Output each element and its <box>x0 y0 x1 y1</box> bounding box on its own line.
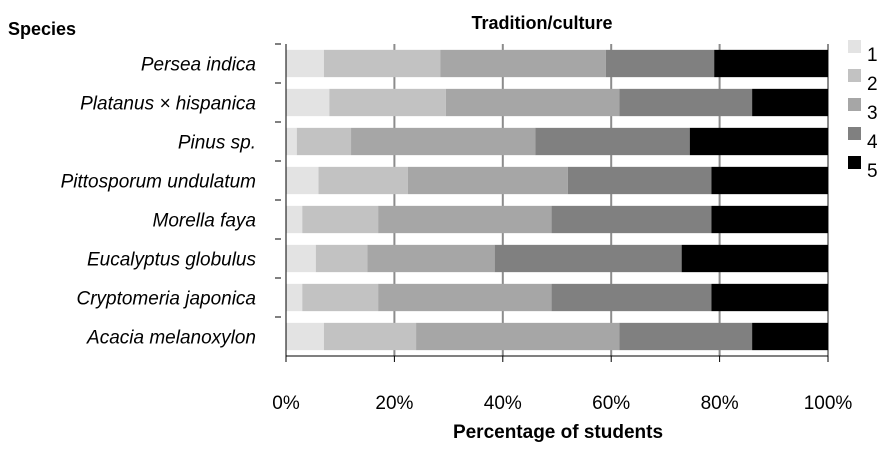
bar-segment-series-3 <box>407 166 568 195</box>
bar-segment-series-3 <box>440 49 606 78</box>
legend-swatch <box>848 98 861 111</box>
bar-segment-series-3 <box>351 127 536 156</box>
axes <box>275 43 829 362</box>
bar-segment-series-5 <box>711 166 828 195</box>
legend-label: 2 <box>867 74 878 95</box>
bar-segment-series-1 <box>286 88 330 117</box>
bar-segment-series-2 <box>318 166 408 195</box>
bar-segment-series-5 <box>752 88 828 117</box>
x-tick-labels: 0% 20% 40% 60% 80% 100% <box>272 393 852 414</box>
bar-segment-series-3 <box>378 205 552 234</box>
x-tick-label: 60% <box>592 393 630 414</box>
bar-segment-series-5 <box>681 244 828 273</box>
bar-segment-series-5 <box>714 49 828 78</box>
bar-segment-series-1 <box>286 205 303 234</box>
bar-segment-series-3 <box>445 88 620 117</box>
bar-segment-series-2 <box>296 127 352 156</box>
category-labels: Persea indica Platanus × hispanica Pinus s… <box>61 55 257 349</box>
bar-segment-series-4 <box>605 49 715 78</box>
bar-segment-series-5 <box>711 205 828 234</box>
bar-segment-series-4 <box>494 244 682 273</box>
category-label: Pinus sp. <box>178 133 256 154</box>
bar-segment-series-3 <box>378 283 552 312</box>
bar-segment-series-1 <box>286 244 316 273</box>
bar-segment-series-1 <box>286 283 303 312</box>
legend: 1 2 3 4 5 <box>848 40 878 182</box>
bar-segment-series-5 <box>711 283 828 312</box>
bar-segment-series-2 <box>329 88 446 117</box>
bar-segment-series-4 <box>619 322 753 351</box>
category-label: Persea indica <box>141 55 256 76</box>
legend-label: 4 <box>867 132 878 153</box>
x-tick-label: 40% <box>484 393 522 414</box>
category-label: Pittosporum undulatum <box>61 172 256 193</box>
bar-segment-series-4 <box>619 88 753 117</box>
bar-segment-series-3 <box>416 322 620 351</box>
chart-title: Tradition/culture <box>471 13 612 33</box>
bar-segment-series-4 <box>551 283 712 312</box>
legend-label: 5 <box>867 161 878 182</box>
category-axis-title: Species <box>8 19 76 39</box>
bars <box>286 49 828 351</box>
bar-segment-series-2 <box>315 244 368 273</box>
category-label: Platanus × hispanica <box>80 94 256 115</box>
x-tick-label: 0% <box>272 393 300 414</box>
bar-segment-series-4 <box>551 205 712 234</box>
bar-segment-series-2 <box>323 49 441 78</box>
legend-swatch <box>848 127 861 140</box>
bar-segment-series-1 <box>286 322 324 351</box>
bar-segment-series-5 <box>752 322 828 351</box>
category-label: Morella faya <box>153 211 257 232</box>
bar-segment-series-3 <box>367 244 495 273</box>
legend-swatch <box>848 69 861 82</box>
bar-segment-series-4 <box>567 166 712 195</box>
bar-segment-series-2 <box>323 322 417 351</box>
bar-segment-series-5 <box>689 127 828 156</box>
legend-swatch <box>848 40 861 53</box>
bar-segment-series-2 <box>302 283 379 312</box>
x-tick-label: 80% <box>701 393 739 414</box>
category-label: Cryptomeria japonica <box>76 289 256 310</box>
bar-segment-series-1 <box>286 127 297 156</box>
x-tick-label: 100% <box>804 393 853 414</box>
x-tick-label: 20% <box>375 393 413 414</box>
category-label: Eucalyptus globulus <box>87 250 256 271</box>
bar-segment-series-1 <box>286 166 319 195</box>
category-label: Acacia melanoxylon <box>86 328 256 349</box>
legend-label: 1 <box>867 45 878 66</box>
bar-segment-series-1 <box>286 49 324 78</box>
legend-swatch <box>848 156 861 169</box>
bar-segment-series-2 <box>302 205 379 234</box>
bar-segment-series-4 <box>535 127 690 156</box>
legend-label: 3 <box>867 103 878 124</box>
x-axis-title: Percentage of students <box>453 422 663 443</box>
